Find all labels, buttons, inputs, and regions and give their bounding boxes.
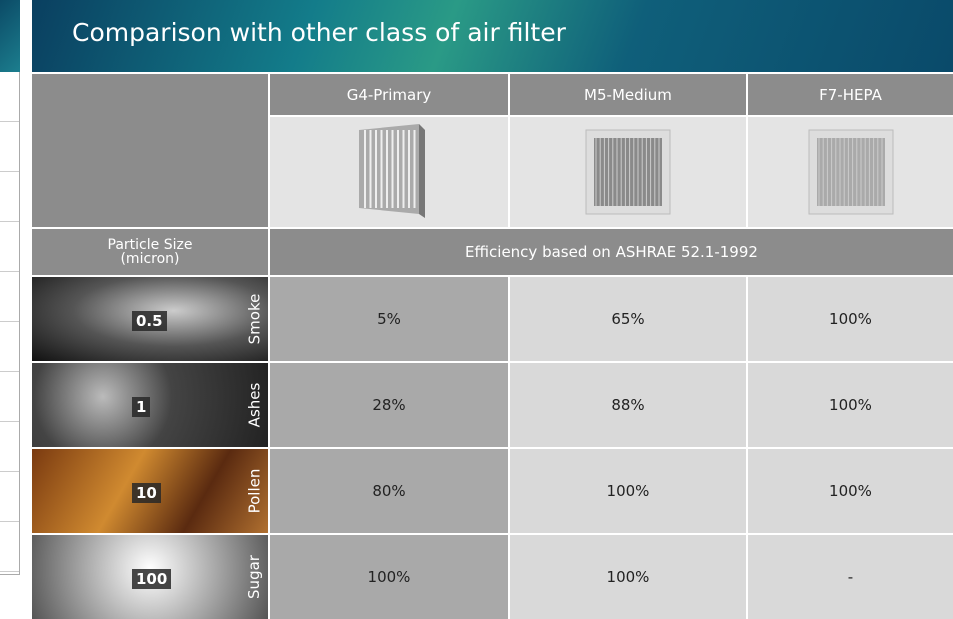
filter-icon — [585, 129, 671, 215]
title: Comparison with other class of air filte… — [72, 18, 566, 47]
efficiency-cell: 100% — [748, 449, 953, 533]
efficiency-header: Efficiency based on ASHRAE 52.1-1992 — [270, 229, 953, 275]
particle-name: Ashes — [245, 382, 264, 428]
particle-photo: 1 Ashes — [32, 363, 268, 447]
column-header: M5-Medium — [510, 74, 746, 115]
efficiency-cell: - — [748, 535, 953, 619]
particle-label: Sugar — [244, 535, 264, 619]
particle-name: Sugar — [245, 555, 264, 599]
particle-size-header: Particle Size (micron) — [32, 229, 268, 275]
efficiency-cell: 80% — [270, 449, 508, 533]
particle-photo: 0.5 Smoke — [32, 277, 268, 361]
filter-image-cell — [270, 117, 508, 227]
filter-icon — [808, 129, 893, 215]
filter-icon — [359, 124, 425, 218]
efficiency-cell: 100% — [270, 535, 508, 619]
efficiency-cell: 5% — [270, 277, 508, 361]
column-header: G4-Primary — [270, 74, 508, 115]
corner-cell — [32, 74, 268, 227]
efficiency-cell: 100% — [748, 277, 953, 361]
efficiency-cell: 88% — [510, 363, 746, 447]
particle-label: Ashes — [244, 363, 264, 447]
particle-label: Pollen — [244, 449, 264, 533]
particle-photo: 10 Pollen — [32, 449, 268, 533]
banner: Comparison with other class of air filte… — [32, 0, 953, 72]
particle-size: 0.5 — [132, 311, 167, 331]
particle-size: 10 — [132, 483, 161, 503]
particle-size: 100 — [132, 569, 172, 589]
efficiency-cell: 28% — [270, 363, 508, 447]
column-header: F7-HEPA — [748, 74, 953, 115]
particle-label: Smoke — [244, 277, 264, 361]
filter-image-cell — [510, 117, 746, 227]
efficiency-cell: 100% — [510, 535, 746, 619]
filter-image-cell — [748, 117, 953, 227]
particle-name: Smoke — [245, 293, 264, 345]
sidebar — [0, 0, 20, 575]
efficiency-cell: 100% — [510, 449, 746, 533]
particle-photo: 100 Sugar — [32, 535, 268, 619]
particle-name: Pollen — [245, 468, 264, 514]
particle-size: 1 — [132, 397, 151, 417]
efficiency-cell: 65% — [510, 277, 746, 361]
efficiency-cell: 100% — [748, 363, 953, 447]
